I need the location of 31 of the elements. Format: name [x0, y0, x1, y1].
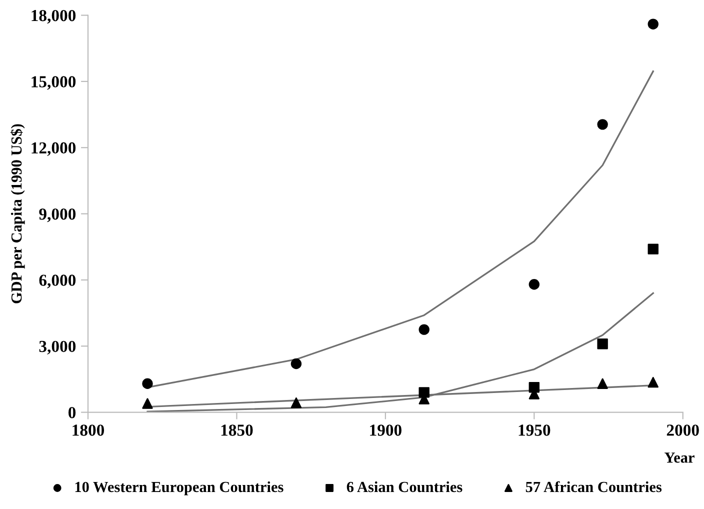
legend-label: 57 African Countries	[526, 481, 662, 492]
y-tick-label: 3,000	[39, 340, 76, 354]
x-tick-label: 1900	[370, 424, 402, 436]
x-axis-title: Year	[664, 452, 694, 463]
point	[290, 397, 302, 408]
point	[418, 387, 430, 398]
y-tick-label: 0	[68, 406, 76, 418]
legend-label: 6 Asian Countries	[346, 481, 462, 492]
y-axis-title: GDP per Capita (1990 US$)	[10, 124, 25, 304]
y-tick-label: 15,000	[32, 76, 76, 90]
point	[597, 378, 608, 389]
point	[290, 358, 302, 370]
y-tick-label: 12,000	[32, 142, 76, 156]
point	[418, 324, 430, 335]
point	[528, 279, 540, 290]
x-tick-label: 1800	[72, 424, 104, 436]
point	[597, 338, 608, 350]
y-tick-label: 6,000	[39, 274, 76, 288]
line-series	[146, 292, 654, 412]
x-tick-label: 1850	[221, 424, 253, 436]
point	[648, 244, 658, 254]
point	[648, 18, 658, 30]
point	[142, 378, 153, 389]
point	[142, 398, 153, 409]
y-tick-label: 9,000	[39, 208, 76, 222]
x-tick-label: 2000	[666, 424, 699, 436]
y-tick-label: 18,000	[32, 10, 76, 24]
x-tick-label: 1950	[518, 424, 550, 436]
point	[648, 376, 658, 388]
legend-label: 10 Western European Countries	[75, 481, 284, 496]
point	[597, 119, 608, 130]
